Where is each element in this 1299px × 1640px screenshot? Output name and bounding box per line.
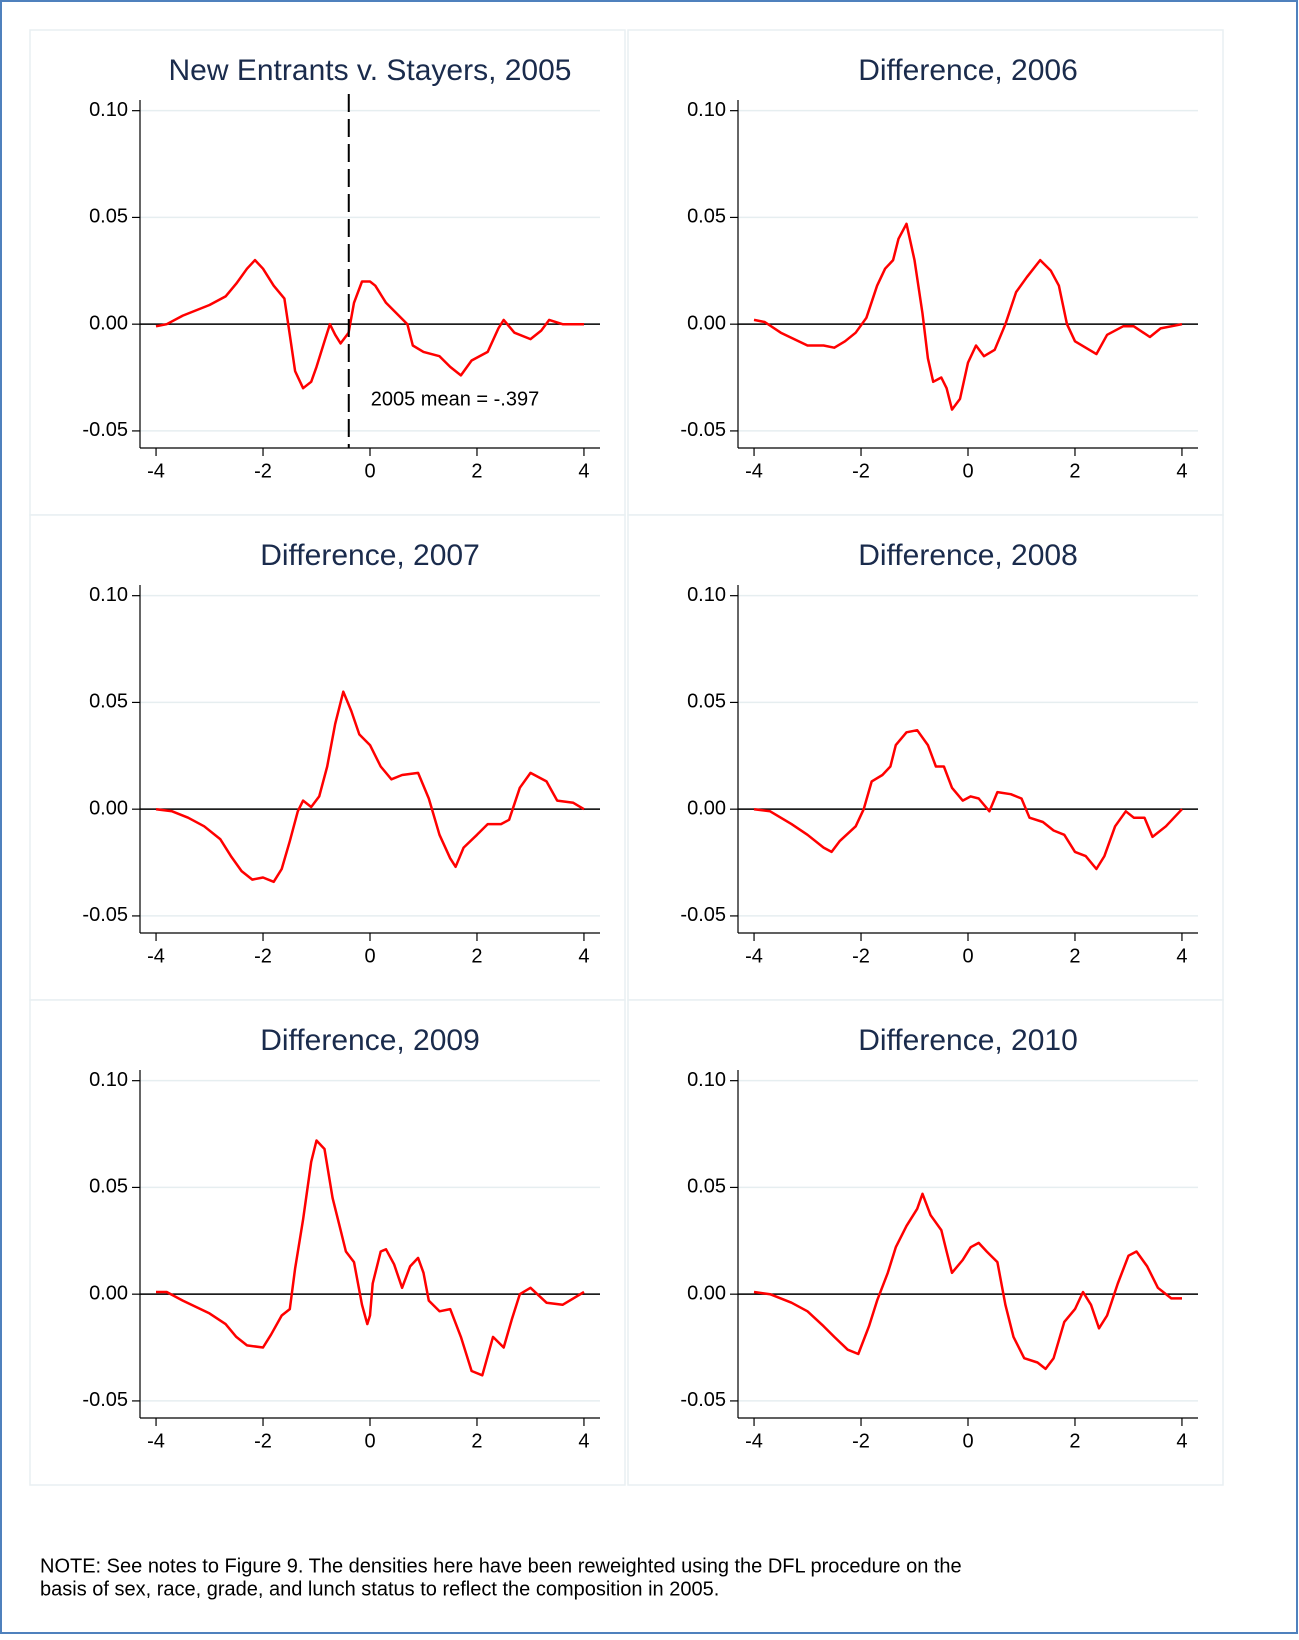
y-tick-label: 0.10: [89, 99, 128, 121]
x-tick-label: 2: [471, 945, 482, 967]
y-tick-label: 0.05: [89, 691, 128, 713]
x-tick-label: 0: [364, 945, 375, 967]
chart-title: Difference, 2006: [858, 54, 1078, 87]
x-tick-label: 4: [578, 1430, 589, 1452]
y-tick-label: -0.05: [680, 904, 726, 926]
y-tick-label: 0.10: [89, 584, 128, 606]
x-tick-label: -2: [852, 460, 870, 482]
x-tick-label: -2: [254, 1430, 272, 1452]
x-tick-label: 4: [1176, 460, 1187, 482]
x-tick-label: -4: [745, 1430, 763, 1452]
panel: New Entrants v. Stayers, 2005 0.10 0.05 0.0…: [29, 29, 626, 516]
density-line: [753, 728, 1183, 871]
x-tick-label: -2: [254, 945, 272, 967]
y-tick-label: 0.00: [687, 797, 726, 819]
x-tick-label: 4: [578, 945, 589, 967]
y-tick-label: -0.05: [82, 419, 128, 441]
x-tick-label: -2: [852, 945, 870, 967]
x-tick-label: 0: [364, 1430, 375, 1452]
chart-title: Difference, 2010: [858, 1024, 1078, 1057]
note-line: basis of sex, race, grade, and lunch sta…: [40, 1578, 719, 1600]
x-tick-label: -4: [745, 945, 763, 967]
note-line: NOTE: See notes to Figure 9. The densiti…: [40, 1555, 962, 1577]
y-tick-label: 0.00: [89, 312, 128, 334]
y-tick-label: 0.05: [687, 1176, 726, 1198]
y-tick-label: 0.10: [687, 99, 726, 121]
x-tick-label: -4: [147, 945, 165, 967]
x-tick-label: 0: [364, 460, 375, 482]
panel: Difference, 2008 0.10 0.05 0.00 -0.05 -4 -2 0 2 4: [627, 514, 1224, 1001]
y-tick-label: 0.00: [89, 797, 128, 819]
x-tick-label: 0: [962, 460, 973, 482]
panel: Difference, 2010 0.10 0.05 0.00 -0.05 -4 -2 0 2 4: [627, 999, 1224, 1486]
x-tick-label: 4: [578, 460, 589, 482]
x-tick-label: 2: [1069, 460, 1080, 482]
x-tick-label: 0: [962, 1430, 973, 1452]
x-tick-label: 2: [1069, 945, 1080, 967]
y-tick-label: -0.05: [680, 1389, 726, 1411]
y-tick-label: 0.00: [687, 1282, 726, 1304]
y-tick-label: -0.05: [680, 419, 726, 441]
y-tick-label: 0.05: [687, 691, 726, 713]
panel: Difference, 2009 0.10 0.05 0.00 -0.05 -4 -2 0 2 4: [29, 999, 626, 1486]
x-tick-label: 2: [471, 460, 482, 482]
x-tick-label: 2: [1069, 1430, 1080, 1452]
chart-title: Difference, 2007: [260, 539, 480, 572]
y-tick-label: 0.00: [89, 1282, 128, 1304]
density-line: [156, 1139, 585, 1377]
chart-title: New Entrants v. Stayers, 2005: [169, 54, 572, 87]
x-tick-label: 4: [1176, 945, 1187, 967]
density-line: [753, 222, 1183, 411]
chart-title: Difference, 2009: [260, 1024, 480, 1057]
y-tick-label: 0.10: [687, 1069, 726, 1091]
x-tick-label: -4: [745, 460, 763, 482]
y-tick-label: -0.05: [82, 904, 128, 926]
x-tick-label: 4: [1176, 1430, 1187, 1452]
y-tick-label: 0.00: [687, 312, 726, 334]
density-line: [753, 1192, 1182, 1371]
y-tick-label: 0.05: [89, 206, 128, 228]
y-tick-label: 0.10: [89, 1069, 128, 1091]
x-tick-label: -4: [147, 460, 165, 482]
panel: Difference, 2007 0.10 0.05 0.00 -0.05 -4 -2 0 2 4: [29, 514, 626, 1001]
panel: Difference, 2006 0.10 0.05 0.00 -0.05 -4 -2 0 2 4: [627, 29, 1224, 516]
x-tick-label: -4: [147, 1430, 165, 1452]
y-tick-label: 0.05: [687, 206, 726, 228]
y-tick-label: 0.05: [89, 1176, 128, 1198]
x-tick-label: 0: [962, 945, 973, 967]
chart-title: Difference, 2008: [858, 539, 1078, 572]
x-tick-label: -2: [254, 460, 272, 482]
y-tick-label: -0.05: [82, 1389, 128, 1411]
annotation: 2005 mean = -.397: [371, 388, 539, 410]
density-line: [155, 258, 584, 390]
density-line: [155, 690, 585, 884]
x-tick-label: -2: [852, 1430, 870, 1452]
x-tick-label: 2: [471, 1430, 482, 1452]
y-tick-label: 0.10: [687, 584, 726, 606]
